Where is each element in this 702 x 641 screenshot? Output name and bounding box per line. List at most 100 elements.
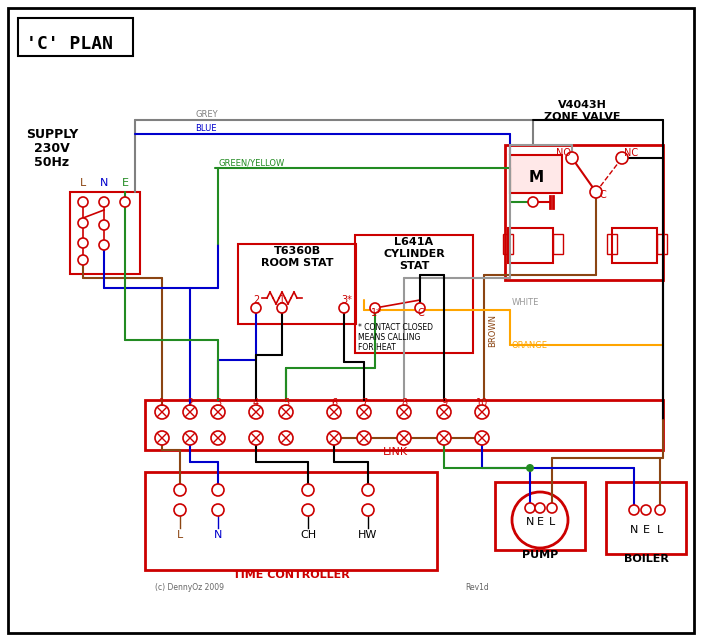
Circle shape	[120, 197, 130, 207]
Text: L: L	[549, 517, 555, 527]
Text: PUMP: PUMP	[522, 550, 558, 560]
Text: TIME CONTROLLER: TIME CONTROLLER	[232, 570, 350, 580]
Circle shape	[78, 197, 88, 207]
Text: 'C' PLAN: 'C' PLAN	[26, 35, 113, 53]
Circle shape	[155, 405, 169, 419]
Bar	[503, 234, 513, 254]
Bar	[145, 472, 437, 570]
Circle shape	[526, 464, 534, 472]
Text: BOILER: BOILER	[623, 554, 668, 564]
Circle shape	[327, 431, 341, 445]
Circle shape	[397, 405, 411, 419]
Text: WHITE: WHITE	[512, 298, 539, 307]
Text: M: M	[529, 169, 543, 185]
Text: BLUE: BLUE	[195, 124, 216, 133]
Circle shape	[655, 505, 665, 515]
Circle shape	[362, 484, 374, 496]
Text: GREEN/YELLOW: GREEN/YELLOW	[218, 158, 284, 167]
Circle shape	[249, 431, 263, 445]
Text: C: C	[599, 190, 606, 200]
Circle shape	[370, 303, 380, 313]
Circle shape	[641, 505, 651, 515]
Circle shape	[437, 431, 451, 445]
Circle shape	[78, 218, 88, 228]
Text: NO: NO	[556, 148, 571, 158]
Bar	[145, 400, 663, 450]
Circle shape	[397, 431, 411, 445]
Text: 1*: 1*	[371, 308, 382, 318]
Text: HW: HW	[358, 530, 378, 540]
Circle shape	[183, 431, 197, 445]
Bar	[607, 234, 617, 254]
Text: MEANS CALLING: MEANS CALLING	[358, 333, 420, 342]
Text: CYLINDER: CYLINDER	[383, 249, 445, 259]
Text: 8: 8	[401, 398, 407, 408]
Text: E: E	[642, 525, 649, 535]
Circle shape	[211, 431, 225, 445]
Text: T6360B: T6360B	[274, 246, 321, 256]
Text: SUPPLY: SUPPLY	[26, 128, 78, 141]
Text: 1: 1	[159, 398, 165, 408]
Text: 6: 6	[331, 398, 337, 408]
Text: E: E	[121, 178, 128, 188]
Circle shape	[339, 303, 349, 313]
Circle shape	[357, 405, 371, 419]
Bar	[553, 234, 563, 254]
Circle shape	[251, 303, 261, 313]
Circle shape	[78, 238, 88, 248]
Circle shape	[357, 431, 371, 445]
Circle shape	[437, 405, 451, 419]
Circle shape	[362, 504, 374, 516]
Bar	[355, 235, 473, 353]
Circle shape	[183, 405, 197, 419]
Text: C: C	[417, 308, 424, 318]
Circle shape	[629, 505, 639, 515]
Text: 2: 2	[253, 295, 259, 305]
Circle shape	[512, 492, 568, 548]
Circle shape	[212, 484, 224, 496]
Circle shape	[211, 405, 225, 419]
Text: STAT: STAT	[399, 261, 429, 271]
Text: GREY: GREY	[195, 110, 218, 119]
Bar	[495, 482, 585, 550]
Text: 230V: 230V	[34, 142, 70, 155]
Text: 4: 4	[253, 398, 259, 408]
Text: FOR HEAT: FOR HEAT	[358, 343, 396, 352]
Circle shape	[535, 503, 545, 513]
Bar	[505, 145, 663, 280]
Circle shape	[99, 240, 109, 250]
Bar	[510, 155, 562, 193]
Text: E: E	[536, 517, 543, 527]
Bar	[238, 244, 356, 324]
Text: N: N	[526, 517, 534, 527]
Text: N: N	[630, 525, 638, 535]
Bar	[612, 228, 657, 263]
Circle shape	[99, 197, 109, 207]
Circle shape	[590, 186, 602, 198]
Text: LINK: LINK	[383, 447, 408, 457]
Text: V4043H: V4043H	[557, 100, 607, 110]
Circle shape	[566, 152, 578, 164]
Circle shape	[525, 503, 535, 513]
Circle shape	[528, 197, 538, 207]
Circle shape	[302, 504, 314, 516]
Text: N: N	[100, 178, 108, 188]
Circle shape	[279, 405, 293, 419]
Circle shape	[475, 405, 489, 419]
Text: L641A: L641A	[395, 237, 434, 247]
Text: 3: 3	[215, 398, 221, 408]
Circle shape	[78, 255, 88, 265]
Bar	[18, 18, 133, 56]
Circle shape	[249, 405, 263, 419]
Bar	[657, 234, 667, 254]
Circle shape	[547, 503, 557, 513]
Text: ROOM STAT: ROOM STAT	[260, 258, 333, 268]
Text: (c) DennyOz 2009: (c) DennyOz 2009	[155, 583, 224, 592]
Circle shape	[302, 484, 314, 496]
Text: BROWN: BROWN	[488, 313, 497, 347]
Text: CH: CH	[300, 530, 316, 540]
Text: * CONTACT CLOSED: * CONTACT CLOSED	[358, 323, 433, 332]
Circle shape	[155, 431, 169, 445]
Text: L: L	[177, 530, 183, 540]
Bar	[70, 192, 140, 274]
